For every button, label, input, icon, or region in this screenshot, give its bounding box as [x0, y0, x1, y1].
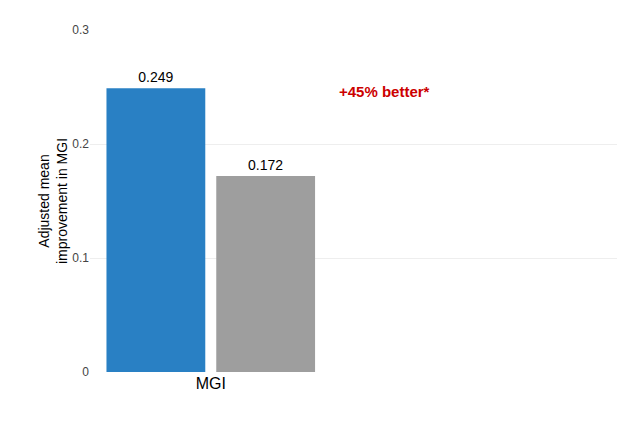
svg-text:MGI: MGI [196, 375, 226, 392]
svg-text:0.249: 0.249 [138, 69, 173, 85]
svg-text:+45% better*: +45% better* [339, 83, 430, 100]
svg-text:0: 0 [82, 365, 89, 379]
svg-text:0.172: 0.172 [248, 157, 283, 173]
svg-text:Adjusted meanimprovement in MG: Adjusted meanimprovement in MGI [36, 138, 70, 264]
svg-text:0.2: 0.2 [72, 137, 89, 151]
svg-text:0.3: 0.3 [72, 23, 89, 37]
svg-text:0.1: 0.1 [72, 251, 89, 265]
